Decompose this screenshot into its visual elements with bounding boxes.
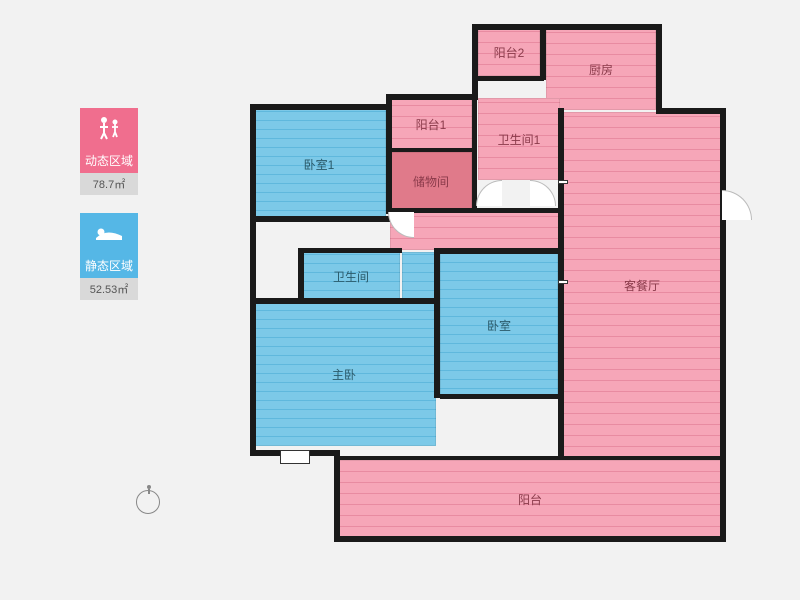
wall [250,104,390,110]
legend-static-value: 52.53㎡ [80,278,138,300]
room-balcony3: 阳台 [338,460,722,538]
wall [338,456,724,460]
wall [440,394,560,399]
wall [434,248,440,398]
people-icon [80,108,138,148]
wall [656,24,662,112]
legend-dynamic-title: 动态区域 [80,148,138,173]
wall [298,248,304,300]
wall [298,248,402,253]
wall [386,94,392,214]
legend-static-title: 静态区域 [80,253,138,278]
wall [720,108,726,462]
wall [386,94,476,100]
room-balcony1: 阳台1 [390,98,472,150]
door-arc [722,190,752,220]
door-arc [476,180,502,206]
room-corridor1 [390,212,562,250]
wall-stub [558,280,568,284]
wall [334,536,726,542]
room-balcony2: 阳台2 [478,28,540,76]
door-arc [530,180,556,206]
wall [250,104,256,454]
wall-stub [558,180,568,184]
wall [720,458,726,542]
wall [250,298,436,304]
wall [472,76,544,81]
wall [472,94,477,212]
compass-icon [136,490,164,518]
room-bedroom2: 卧室 [440,252,558,398]
wall [250,216,390,222]
room-living: 客餐厅 [562,112,722,458]
wall [386,148,474,152]
legend-dynamic-value: 78.7㎡ [80,173,138,195]
wall [540,24,546,80]
wall [472,24,478,100]
room-bedroom1: 卧室1 [252,108,386,220]
wall [334,450,340,542]
room-bath1: 卫生间1 [478,98,560,180]
legend-dynamic: 动态区域 78.7㎡ [76,108,142,195]
floorplan: 阳台2厨房阳台1卫生间1储物间卧室1 客餐厅 卫生间主卧卧室阳台 [220,20,760,580]
room-storage: 储物间 [390,152,472,210]
room-bath2: 卫生间 [302,252,400,300]
room-master: 主卧 [252,302,436,446]
wall-stub [280,450,310,464]
legend-panel: 动态区域 78.7㎡ 静态区域 52.53㎡ [76,108,142,318]
sleep-icon [80,213,138,253]
wall [434,248,562,254]
wall [656,108,726,114]
legend-static: 静态区域 52.53㎡ [76,213,142,300]
room-kitchen: 厨房 [546,28,656,110]
wall [472,24,662,30]
room-corridor2 [402,252,438,300]
